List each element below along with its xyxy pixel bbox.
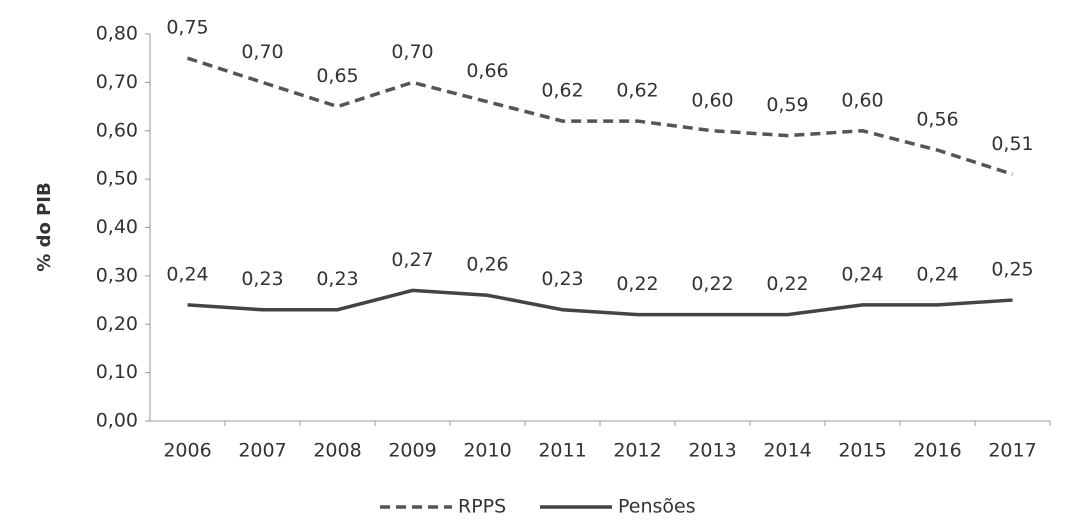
data-label: 0,59 <box>766 94 808 116</box>
data-label: 0,60 <box>841 89 883 111</box>
y-tick-label: 0,10 <box>96 361 138 383</box>
data-label: 0,66 <box>466 60 508 82</box>
x-tick-label: 2014 <box>763 440 811 462</box>
y-tick-label: 0,40 <box>96 216 138 238</box>
y-tick-label: 0,20 <box>96 313 138 335</box>
x-tick-label: 2011 <box>538 440 586 462</box>
data-label: 0,27 <box>391 249 433 271</box>
series-line <box>187 288 1013 317</box>
series-line <box>186 56 1014 176</box>
x-tick-label: 2008 <box>313 440 361 462</box>
legend-label: RPPS <box>458 496 506 518</box>
data-label: 0,24 <box>841 263 883 285</box>
data-label: 0,65 <box>316 65 358 87</box>
x-tick-label: 2007 <box>238 440 286 462</box>
data-label: 0,22 <box>691 273 733 295</box>
data-label: 0,70 <box>241 41 283 63</box>
x-tick-label: 2013 <box>688 440 736 462</box>
legend-label: Pensões <box>618 496 696 518</box>
x-tick-label: 2017 <box>988 440 1036 462</box>
y-tick-label: 0,60 <box>96 119 138 141</box>
data-label: 0,23 <box>241 268 283 290</box>
x-tick-label: 2010 <box>463 440 511 462</box>
x-tick-label: 2006 <box>163 440 211 462</box>
data-label: 0,23 <box>316 268 358 290</box>
data-label: 0,51 <box>991 133 1033 155</box>
y-axis-title: % do PIB <box>34 182 55 271</box>
x-tick-label: 2009 <box>388 440 436 462</box>
y-tick-label: 0,30 <box>96 264 138 286</box>
data-label: 0,75 <box>166 17 208 39</box>
data-label: 0,70 <box>391 41 433 63</box>
y-tick-label: 0,70 <box>96 71 138 93</box>
data-label: 0,22 <box>616 273 658 295</box>
x-tick-label: 2012 <box>613 440 661 462</box>
y-tick-label: 0,00 <box>96 410 138 432</box>
data-label: 0,24 <box>166 263 208 285</box>
y-tick-label: 0,80 <box>96 23 138 45</box>
data-label: 0,24 <box>916 263 958 285</box>
data-label: 0,62 <box>616 80 658 102</box>
data-label: 0,60 <box>691 89 733 111</box>
y-tick-label: 0,50 <box>96 168 138 190</box>
x-tick-label: 2016 <box>913 440 961 462</box>
data-label: 0,22 <box>766 273 808 295</box>
data-label: 0,26 <box>466 254 508 276</box>
x-tick-label: 2015 <box>838 440 886 462</box>
data-label: 0,56 <box>916 109 958 131</box>
data-label: 0,62 <box>541 80 583 102</box>
data-label: 0,23 <box>541 268 583 290</box>
data-label: 0,25 <box>991 259 1033 281</box>
